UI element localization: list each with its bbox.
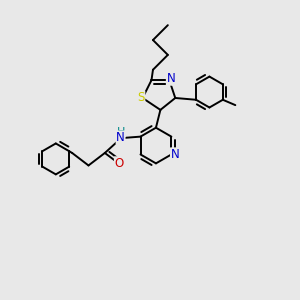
Text: H: H <box>117 127 125 136</box>
Text: N: N <box>116 131 125 144</box>
Text: S: S <box>137 92 145 104</box>
Text: O: O <box>115 157 124 170</box>
Text: N: N <box>167 72 175 85</box>
Text: N: N <box>171 148 179 161</box>
